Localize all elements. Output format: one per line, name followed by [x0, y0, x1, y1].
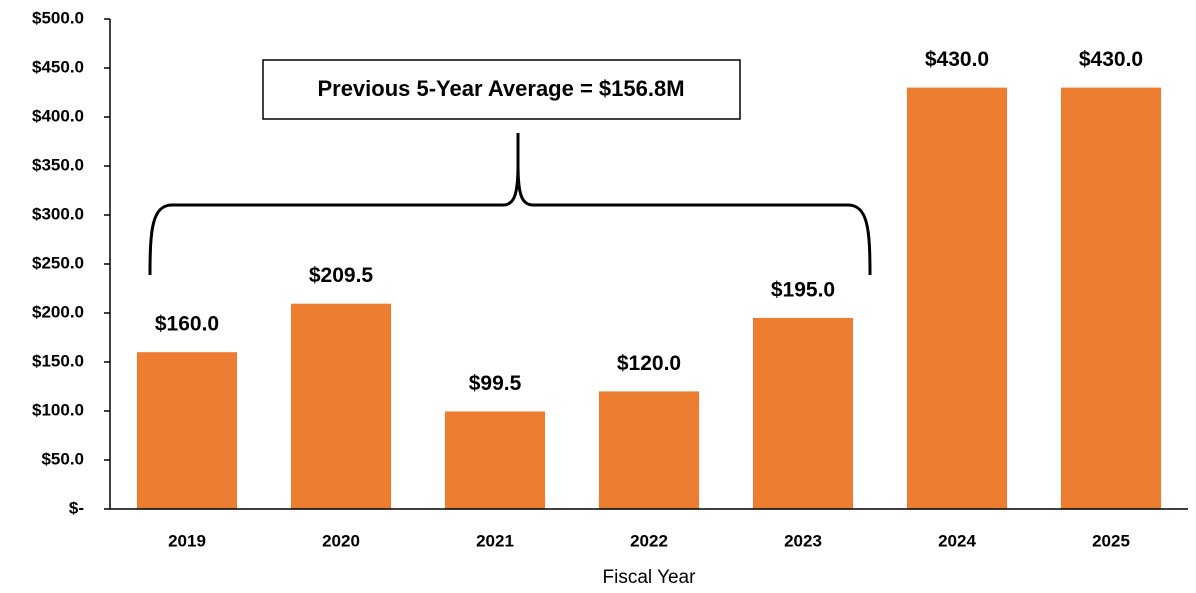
y-tick-label: $400.0: [32, 106, 84, 125]
value-label: $99.5: [469, 372, 522, 395]
x-tick-label: 2023: [784, 531, 822, 550]
x-tick-label: 2025: [1092, 531, 1130, 550]
bar: [598, 391, 700, 509]
y-tick-label: $300.0: [32, 204, 84, 223]
y-tick-label: $500.0: [32, 8, 84, 27]
bar: [752, 317, 854, 509]
y-tick-label: $200.0: [32, 302, 84, 321]
bar: [444, 411, 546, 509]
value-label: $120.0: [617, 352, 681, 375]
value-label: $209.5: [309, 264, 374, 287]
value-label: $195.0: [771, 278, 835, 301]
y-tick-label: $350.0: [32, 155, 84, 174]
y-tick-label: $-: [69, 498, 84, 517]
y-tick-label: $50.0: [41, 449, 84, 468]
value-label: $160.0: [155, 313, 219, 336]
value-label: $430.0: [1079, 48, 1143, 71]
annotation: Previous 5-Year Average = $156.8M: [317, 76, 684, 101]
bar: [906, 87, 1008, 509]
y-tick-label: $450.0: [32, 57, 84, 76]
brace: [148, 133, 872, 276]
bar: [290, 303, 392, 509]
bar: [136, 352, 238, 509]
annotation-box: [262, 59, 741, 120]
x-axis-label: Fiscal Year: [603, 567, 697, 588]
value-label: $430.0: [925, 48, 989, 71]
x-tick-label: 2020: [322, 531, 360, 550]
x-tick-label: 2024: [938, 531, 976, 550]
x-tick-label: 2019: [168, 531, 206, 550]
x-tick-label: 2021: [476, 531, 514, 550]
y-tick-label: $150.0: [32, 351, 84, 370]
x-tick-label: 2022: [630, 531, 668, 550]
y-tick-label: $100.0: [32, 400, 84, 419]
bar: [1060, 87, 1162, 509]
y-tick-label: $250.0: [32, 253, 84, 272]
